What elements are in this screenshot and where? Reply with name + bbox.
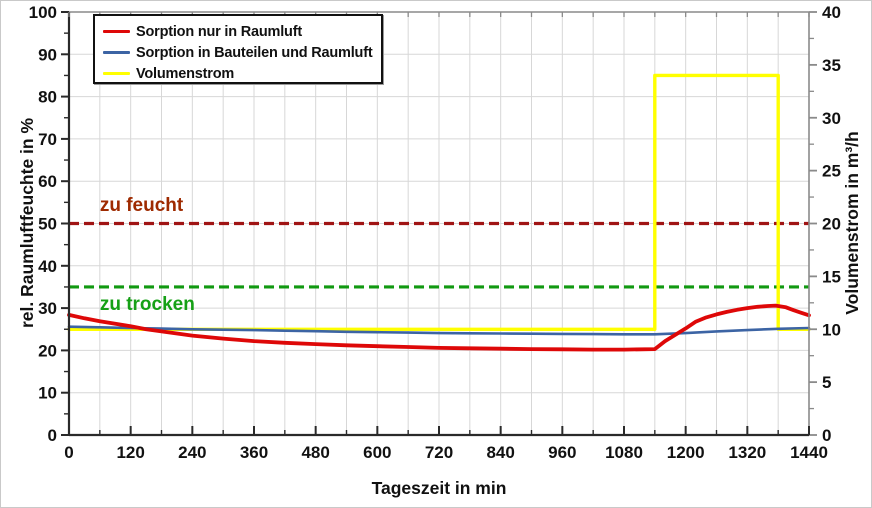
legend-swatch-line [103,51,130,54]
right-axis-tick-label: 20 [822,215,841,234]
series-line-sorption-nur-in-raumluft [67,303,811,352]
threshold-label-zu-feucht: zu feucht [99,194,184,216]
left-axis-tick-label: 20 [38,341,57,360]
left-axis-tick-label: 100 [29,3,57,22]
x-axis-title: Tageszeit in min [371,478,507,498]
x-axis-tick-label: 0 [64,443,73,462]
left-axis-tick-label: 80 [38,88,57,107]
threshold-label-zu-trocken: zu trocken [99,293,195,315]
right-axis-title: Volumenstrom in m³/h [842,131,862,315]
right-axis-tick-label: 5 [822,373,831,392]
left-axis-tick-label: 60 [38,172,57,191]
legend-label: Volumenstrom [136,65,235,82]
x-axis-tick-label: 120 [116,443,144,462]
legend-label: Sorption in Bauteilen und Raumluft [136,44,373,61]
legend: Sorption nur in Raumluft Sorption in Baut… [93,14,383,84]
left-axis-title: rel. Raumluftfeuchte in % [17,117,37,329]
right-axis-tick-label: 40 [822,3,841,22]
left-axis-tick-label: 40 [38,257,57,276]
right-axis-tick-label: 10 [822,320,841,339]
right-axis-tick-label: 30 [822,109,841,128]
legend-swatch-line [103,29,130,34]
left-axis-tick-label: 50 [38,215,57,234]
right-axis-tick-label: 0 [822,426,831,445]
legend-item-volumenstrom: Volumenstrom [103,63,377,84]
x-axis-tick-label: 600 [363,443,391,462]
right-axis-tick-label: 35 [822,56,841,75]
x-axis-tick-label: 240 [178,443,206,462]
left-axis-tick-label: 70 [38,130,57,149]
x-axis-tick-label: 1200 [667,443,705,462]
legend-item-sorption-nur-in-raumluft: Sorption nur in Raumluft [103,21,377,42]
x-axis-tick-label: 480 [301,443,329,462]
left-axis-tick-label: 0 [48,426,57,445]
x-axis-tick-label: 840 [486,443,514,462]
legend-swatch-line [103,71,130,76]
x-axis-tick-label: 720 [425,443,453,462]
left-axis-tick-label: 90 [38,45,57,64]
x-axis-tick-label: 1080 [605,443,643,462]
right-axis-tick-label: 15 [822,267,841,286]
x-axis-tick-label: 360 [240,443,268,462]
series-line-sorption-in-bauteilen-und-raumluft [67,325,811,336]
x-axis-tick-label: 960 [548,443,576,462]
x-axis-tick-label: 1320 [728,443,766,462]
legend-item-sorption-in-bauteilen-und-raumluft: Sorption in Bauteilen und Raumluft [103,42,377,63]
legend-label: Sorption nur in Raumluft [136,23,302,40]
right-axis-tick-label: 25 [822,162,841,181]
x-axis-tick-label: 1440 [790,443,828,462]
left-axis-tick-label: 30 [38,299,57,318]
left-axis-tick-label: 10 [38,384,57,403]
